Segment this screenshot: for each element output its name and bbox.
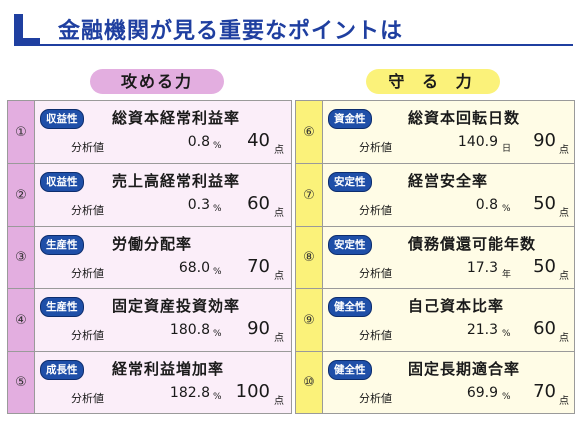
analysis-value-label: 分析値 (71, 266, 104, 280)
analysis-value-label: 分析値 (71, 329, 104, 343)
value-unit: 年 (502, 269, 512, 280)
value-unit: % (213, 266, 222, 277)
analysis-value-label: 分析値 (359, 204, 392, 218)
score-unit: 点 (559, 395, 569, 407)
value-unit: % (213, 141, 222, 151)
title-underline (40, 44, 573, 46)
row-number: ③ (15, 250, 27, 266)
analysis-value: 182.8 (169, 384, 210, 401)
analysis-value-label: 分析値 (359, 141, 392, 154)
analysis-value-label: 分析値 (71, 391, 104, 405)
value-unit: 日 (502, 144, 512, 154)
defense-row: ⑨ 健全性 自己資本比率分析値 21.3% 60 点 (296, 288, 574, 351)
score: 70 (533, 380, 556, 402)
analysis-value: 0.8 (475, 197, 498, 214)
defense-row: ⑥ 資金性 総資本回転日数分析値 140.9 日 90 点 (296, 101, 574, 163)
score: 70 (247, 255, 270, 277)
offense-panel: ① 収益性 総資本経常利益率 分析値 0.8% 40 点 ② 収益性 売上高経常利益率 分析値 0.3… (7, 100, 292, 414)
score: 60 (247, 193, 270, 215)
analysis-value-label: 分析値 (71, 204, 104, 218)
analysis-value: 180.8 (169, 322, 210, 339)
category-badge: 生産性 (40, 234, 84, 255)
value-unit: % (213, 204, 222, 215)
page-title: 金融機関が見る重要なポイントは (58, 19, 404, 44)
category-badge: 安定性 (328, 234, 372, 255)
analysis-value: 17.3 (466, 259, 498, 276)
row-number: ② (15, 187, 27, 203)
defense-number-column (296, 101, 323, 413)
analysis-value-label: 分析値 (71, 141, 104, 154)
analysis-value-label: 分析値 (359, 266, 392, 280)
category-badge: 資金性 (328, 109, 372, 129)
row-number: ⑥ (303, 124, 315, 140)
metric-name: 売上高経常利益率 (112, 172, 241, 191)
category-badge: 生産性 (40, 297, 84, 318)
score: 100 (235, 380, 270, 402)
score: 90 (533, 130, 556, 151)
metric-name: 労働分配率 (112, 234, 193, 253)
score: 50 (533, 193, 556, 215)
score: 90 (247, 318, 270, 340)
score: 40 (247, 130, 270, 151)
category-badge: 健全性 (328, 297, 372, 318)
metric-name: 経常利益増加率 (112, 359, 225, 378)
defense-row: ⑩ 健全性 固定長期適合率分析値 69.9% 70 点 (296, 350, 574, 414)
analysis-value: 21.3 (466, 322, 498, 339)
row-number: ⑨ (303, 312, 315, 328)
row-number: ⑤ (15, 375, 27, 391)
column-header-offense: 攻める力 (90, 69, 224, 94)
offense-row: ④ 生産性 固定資産投資効率 分析値 180.8% 90 点 (8, 288, 291, 351)
row-number: ① (15, 124, 27, 140)
title-corner-mark (14, 14, 40, 46)
row-number: ⑦ (303, 187, 315, 203)
analysis-value-label: 分析値 (359, 329, 392, 343)
metric-name: 経営安全率 (408, 172, 489, 191)
score: 50 (533, 255, 556, 277)
category-badge: 健全性 (328, 359, 372, 380)
analysis-value: 68.0 (178, 259, 210, 276)
score-unit: 点 (559, 145, 569, 156)
offense-row: ⑤ 成長性 経常利益増加率 分析値 182.8% 100 点 (8, 350, 291, 414)
row-number: ⑧ (303, 250, 315, 266)
score: 60 (533, 318, 556, 340)
analysis-value: 0.8 (187, 134, 210, 150)
analysis-value: 140.9 (457, 134, 498, 150)
defense-row: ⑦ 安定性 経営安全率分析値 0.8% 50 点 (296, 163, 574, 226)
category-badge: 成長性 (40, 359, 84, 380)
metric-name: 固定資産投資効率 (112, 297, 241, 316)
metric-name: 総資本経常利益率 (112, 109, 241, 127)
score-unit: 点 (274, 333, 284, 345)
value-unit: % (213, 329, 222, 340)
analysis-value-label: 分析値 (359, 391, 392, 405)
score-unit: 点 (274, 395, 284, 407)
value-unit: % (502, 391, 511, 402)
row-number: ⑩ (303, 375, 315, 391)
metric-name: 総資本回転日数 (408, 109, 521, 127)
value-unit: % (502, 329, 511, 340)
score-unit: 点 (559, 208, 569, 220)
offense-row: ② 収益性 売上高経常利益率 分析値 0.3% 60 点 (8, 163, 291, 226)
score-unit: 点 (559, 270, 569, 282)
metric-name: 自己資本比率 (408, 297, 505, 316)
analysis-value: 69.9 (466, 384, 498, 401)
score-unit: 点 (559, 333, 569, 345)
defense-row: ⑧ 安定性 債務償還可能年数分析値 17.3 年 50 点 (296, 225, 574, 289)
category-badge: 収益性 (40, 172, 84, 193)
category-badge: 収益性 (40, 109, 84, 129)
offense-number-column (8, 101, 35, 413)
offense-row: ③ 生産性 労働分配率 分析値 68.0% 70 点 (8, 225, 291, 289)
metric-name: 固定長期適合率 (408, 359, 521, 378)
offense-row: ① 収益性 総資本経常利益率分析値 0.8% 40 点 (8, 101, 291, 163)
analysis-value: 0.3 (187, 197, 210, 214)
value-unit: % (213, 391, 222, 402)
score-unit: 点 (274, 145, 284, 156)
column-header-defense: 守 る 力 (366, 69, 500, 94)
score-unit: 点 (274, 208, 284, 220)
row-number: ④ (15, 312, 27, 328)
metric-name: 債務償還可能年数 (408, 234, 537, 253)
value-unit: % (502, 204, 511, 215)
category-badge: 安定性 (328, 172, 372, 193)
defense-panel: ⑥ 資金性 総資本回転日数 分析値 140.9 日 90 点 ⑦ 安定性 経営安全率 分析値 0.8% 5… (295, 100, 575, 414)
score-unit: 点 (274, 270, 284, 282)
